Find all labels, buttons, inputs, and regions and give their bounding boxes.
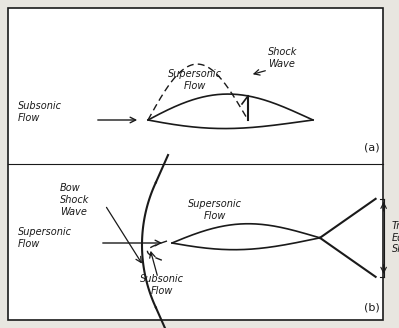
Text: Subsonic
Flow: Subsonic Flow (140, 274, 184, 296)
Text: Supersonic
Flow: Supersonic Flow (18, 227, 72, 249)
Text: Subsonic
Flow: Subsonic Flow (18, 101, 62, 123)
Text: (b): (b) (364, 303, 380, 313)
Text: Bow
Shock
Wave: Bow Shock Wave (60, 183, 89, 216)
Text: Supersonic
Flow: Supersonic Flow (168, 69, 222, 91)
Text: Supersonic
Flow: Supersonic Flow (188, 199, 242, 221)
Text: (a): (a) (364, 143, 380, 153)
Text: Trailing
Edge
Shocks: Trailing Edge Shocks (391, 221, 399, 255)
Text: Shock
Wave: Shock Wave (268, 47, 297, 69)
